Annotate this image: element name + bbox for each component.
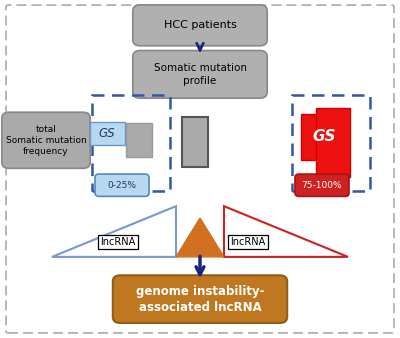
Text: lncRNA: lncRNA <box>230 237 266 247</box>
FancyBboxPatch shape <box>295 174 349 196</box>
Text: Somatic mutation
profile: Somatic mutation profile <box>154 63 246 86</box>
Bar <box>182 117 208 167</box>
Bar <box>92 95 170 191</box>
Bar <box>126 123 152 157</box>
FancyBboxPatch shape <box>90 122 125 145</box>
FancyBboxPatch shape <box>113 275 287 323</box>
FancyBboxPatch shape <box>2 112 90 168</box>
FancyBboxPatch shape <box>95 174 149 196</box>
Text: genome instability-
associated lncRNA: genome instability- associated lncRNA <box>136 285 264 314</box>
Polygon shape <box>176 218 224 257</box>
Text: 75-100%: 75-100% <box>302 181 342 190</box>
Text: GS: GS <box>99 127 116 140</box>
FancyBboxPatch shape <box>301 114 347 160</box>
Text: 0-25%: 0-25% <box>108 181 136 190</box>
Text: GS: GS <box>312 129 336 144</box>
FancyBboxPatch shape <box>133 51 267 98</box>
Bar <box>292 95 370 191</box>
Text: total
Somatic mutation
frequency: total Somatic mutation frequency <box>6 125 86 156</box>
FancyBboxPatch shape <box>133 5 267 46</box>
Text: HCC patients: HCC patients <box>164 20 236 30</box>
Bar <box>316 108 350 177</box>
Text: lncRNA: lncRNA <box>100 237 136 247</box>
